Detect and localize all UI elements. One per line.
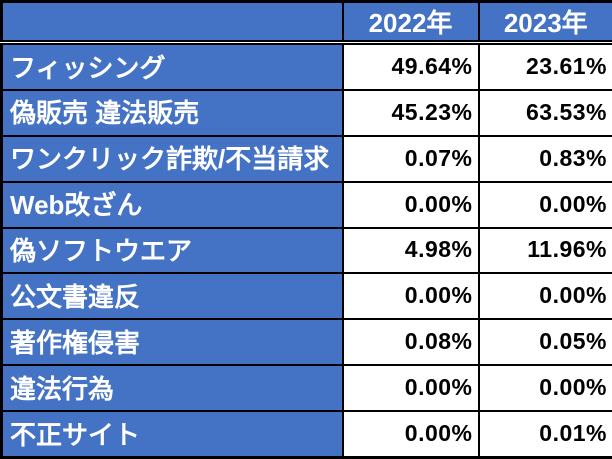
corner-header-cell [0,0,344,45]
value-cell-2023: 23.61% [477,41,612,92]
value-cell-2023: 0.00% [477,364,612,413]
value-cell-2022: 49.64% [341,41,480,92]
header-row: 2022年 2023年 [0,0,612,45]
column-header-2022: 2022年 [341,0,480,45]
value-cell-2022: 0.00% [341,410,480,459]
table-row: 違法行為 0.00% 0.00% [0,364,612,413]
table-row: フィッシング 49.64% 23.61% [0,41,612,92]
value-cell-2022: 0.00% [341,364,480,413]
value-cell-2023: 0.00% [477,272,612,321]
value-cell-2023: 0.01% [477,410,612,459]
value-cell-2022: 0.07% [341,134,480,183]
value-cell-2023: 0.05% [477,318,612,367]
row-label: 公文書違反 [0,272,344,321]
value-cell-2022: 0.00% [341,272,480,321]
value-cell-2022: 45.23% [341,89,480,137]
value-cell-2023: 63.53% [477,89,612,137]
table-row: ワンクリック詐欺/不当請求 0.07% 0.83% [0,134,612,183]
value-cell-2022: 0.00% [341,180,480,229]
value-cell-2023: 0.00% [477,180,612,229]
row-label: Web改ざん [0,180,344,229]
value-cell-2023: 0.83% [477,134,612,183]
table-row: 著作権侵害 0.08% 0.05% [0,318,612,367]
value-cell-2023: 11.96% [477,226,612,275]
row-label: フィッシング [0,41,344,92]
row-label: 不正サイト [0,410,344,459]
value-cell-2022: 4.98% [341,226,480,275]
value-cell-2022: 0.08% [341,318,480,367]
table-body: フィッシング 49.64% 23.61% 偽販売 違法販売 45.23% 63.53% ワン… [0,41,612,459]
row-label: 著作権侵害 [0,318,344,367]
column-header-2023: 2023年 [477,0,612,45]
row-label: 偽販売 違法販売 [0,89,344,137]
row-label: 偽ソフトウエア [0,226,344,275]
row-label: 違法行為 [0,364,344,413]
table-row: 不正サイト 0.00% 0.01% [0,410,612,459]
table-row: 偽販売 違法販売 45.23% 63.53% [0,89,612,137]
table-row: Web改ざん 0.00% 0.00% [0,180,612,229]
table-row: 偽ソフトウエア 4.98% 11.96% [0,226,612,275]
table-row: 公文書違反 0.00% 0.00% [0,272,612,321]
row-label: ワンクリック詐欺/不当請求 [0,134,344,183]
